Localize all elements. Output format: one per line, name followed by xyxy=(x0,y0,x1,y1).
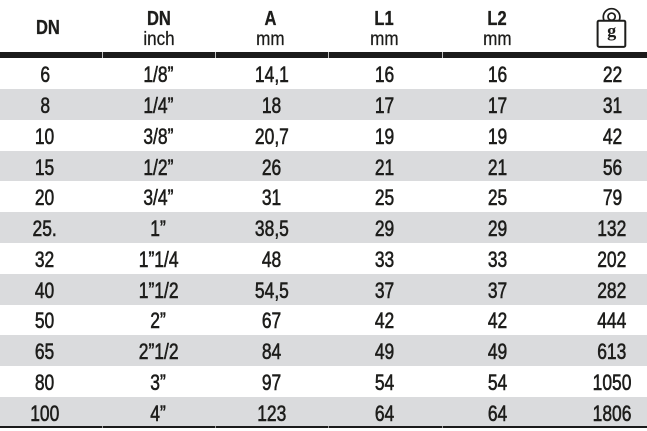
svg-text:g: g xyxy=(607,21,616,41)
